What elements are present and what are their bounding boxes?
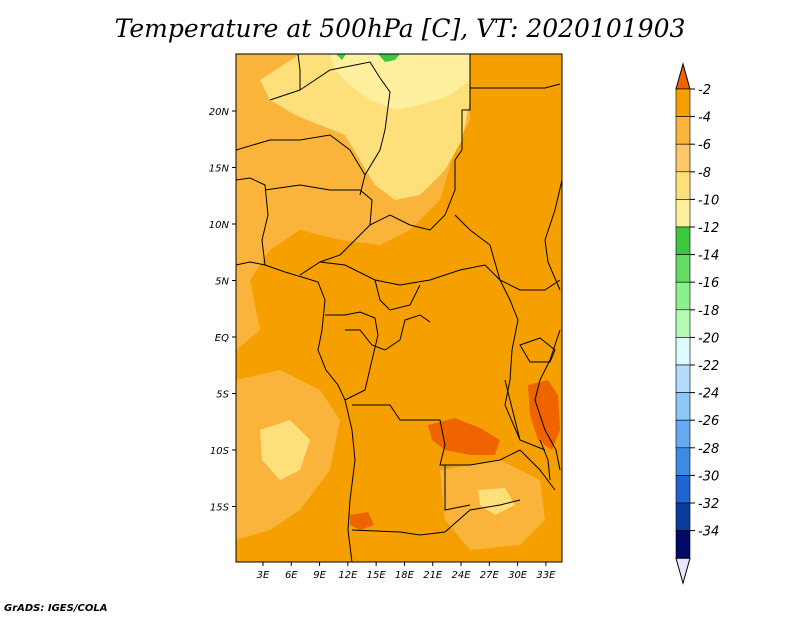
colorbar-swatch	[675, 419, 691, 449]
colorbar-label: -24	[698, 387, 719, 402]
colorbar-label: -20	[698, 331, 719, 346]
border-drc-north	[374, 279, 421, 311]
colorbar-swatch	[675, 281, 691, 311]
colorbar-swatch	[675, 143, 691, 173]
boundaries	[236, 54, 562, 562]
border-car-south	[319, 261, 501, 286]
colorbar-label: -26	[698, 414, 719, 429]
colorbar-swatch	[675, 309, 691, 338]
lat-tick-label: 10S	[210, 446, 230, 457]
colorbar-label: -6	[698, 138, 711, 153]
border-drc-west	[345, 314, 431, 351]
colorbar-swatch	[675, 199, 691, 228]
colorbar-swatch	[675, 171, 691, 200]
colorbar-swatch	[675, 226, 691, 255]
field-band-green-north	[378, 54, 400, 62]
colorbar-bottom-arrow	[675, 557, 691, 586]
colorbar-label: -34	[698, 525, 719, 540]
border-sudan	[470, 83, 561, 89]
border-congo	[325, 311, 379, 401]
lon-tick-label: 24E	[452, 570, 472, 581]
grads-credit: GrADS: IGES/COLA	[4, 603, 108, 614]
lon-tick-label: 30E	[508, 570, 528, 581]
colorbar: -2 -4 -6 -8 -10 -12 -14 -16 -18 -20 -22 -24 -26 -28 -3…	[675, 62, 719, 586]
field-band-m12-m10	[330, 54, 470, 110]
lat-tick-label: 5S	[216, 390, 229, 401]
colorbar-label: -22	[698, 359, 719, 374]
lon-tick-label: 3E	[257, 570, 270, 581]
colorbar-label: -16	[698, 276, 719, 291]
lon-axis: 3E 6E 9E 12E 15E 18E 21E 24E 27E 30E 33E	[257, 562, 556, 581]
lon-tick-label: 21E	[423, 570, 443, 581]
colorbar-swatch	[675, 364, 691, 393]
colorbar-swatch	[675, 88, 691, 117]
colorbar-top-arrow	[675, 62, 691, 90]
border-drc-east	[499, 279, 546, 451]
lon-tick-label: 33E	[536, 570, 556, 581]
colorbar-swatch	[675, 530, 691, 559]
border-zambia	[444, 449, 556, 511]
lat-tick-label: 15N	[209, 164, 230, 175]
colorbar-label: -32	[698, 497, 719, 512]
lat-tick-label: 20N	[209, 107, 230, 118]
border-libya-egypt	[454, 54, 471, 161]
colorbar-swatch	[675, 447, 691, 476]
lon-tick-label: 18E	[395, 570, 415, 581]
lat-tick-label: 5N	[215, 277, 229, 288]
lat-tick-label: EQ	[215, 333, 229, 344]
lon-tick-label: 6E	[285, 570, 298, 581]
colorbar-swatch	[675, 337, 691, 366]
border-niger-chad	[236, 89, 366, 176]
lon-tick-label: 9E	[313, 570, 326, 581]
colorbar-label: -10	[698, 193, 719, 208]
lake-victoria	[519, 337, 556, 363]
lake-tanganyika	[504, 379, 521, 441]
lat-tick-label: 15S	[210, 503, 230, 514]
coastline-west	[236, 261, 356, 562]
colorbar-swatch	[675, 502, 691, 531]
field-band-m10-m8-south	[478, 488, 515, 515]
colorbar-label: -8	[698, 166, 711, 181]
map-title: Temperature at 500hPa [C], VT: 202010190…	[114, 14, 686, 43]
lon-tick-label: 15E	[367, 570, 387, 581]
colorbar-label: -12	[698, 221, 719, 236]
border-sahara	[297, 54, 391, 196]
colorbar-label: -18	[698, 304, 719, 319]
colorbar-label: -14	[698, 249, 719, 264]
colorbar-swatch	[675, 254, 691, 283]
field-band-m4-m2-central	[428, 418, 500, 455]
border-chad-car	[369, 160, 456, 231]
field-band-m10-m8-southwest	[260, 420, 310, 480]
lat-axis: 20N 15N 10N 5N EQ 5S 10S 15S	[209, 107, 236, 514]
lon-tick-label: 27E	[480, 570, 500, 581]
colorbar-swatch	[675, 392, 691, 421]
colorbar-label: -30	[698, 469, 719, 484]
colorbar-label: -28	[698, 442, 719, 457]
field-band-green-north-2	[336, 54, 346, 60]
colorbar-label: -2	[698, 83, 711, 98]
field-band-m4-m2-southwest	[350, 512, 374, 530]
border-west	[236, 177, 269, 266]
map-frame	[235, 53, 563, 563]
border-angola-drc	[352, 404, 521, 466]
lat-tick-label: 10N	[209, 220, 230, 231]
border-angola-south	[351, 499, 521, 536]
lon-tick-label: 12E	[338, 570, 358, 581]
colorbar-swatch	[675, 475, 691, 504]
coastline-east	[534, 179, 562, 471]
colorbar-label: -4	[698, 111, 711, 126]
colorbar-swatch	[675, 116, 691, 145]
border-nigeria	[264, 184, 373, 276]
lake-malawi	[539, 439, 551, 481]
